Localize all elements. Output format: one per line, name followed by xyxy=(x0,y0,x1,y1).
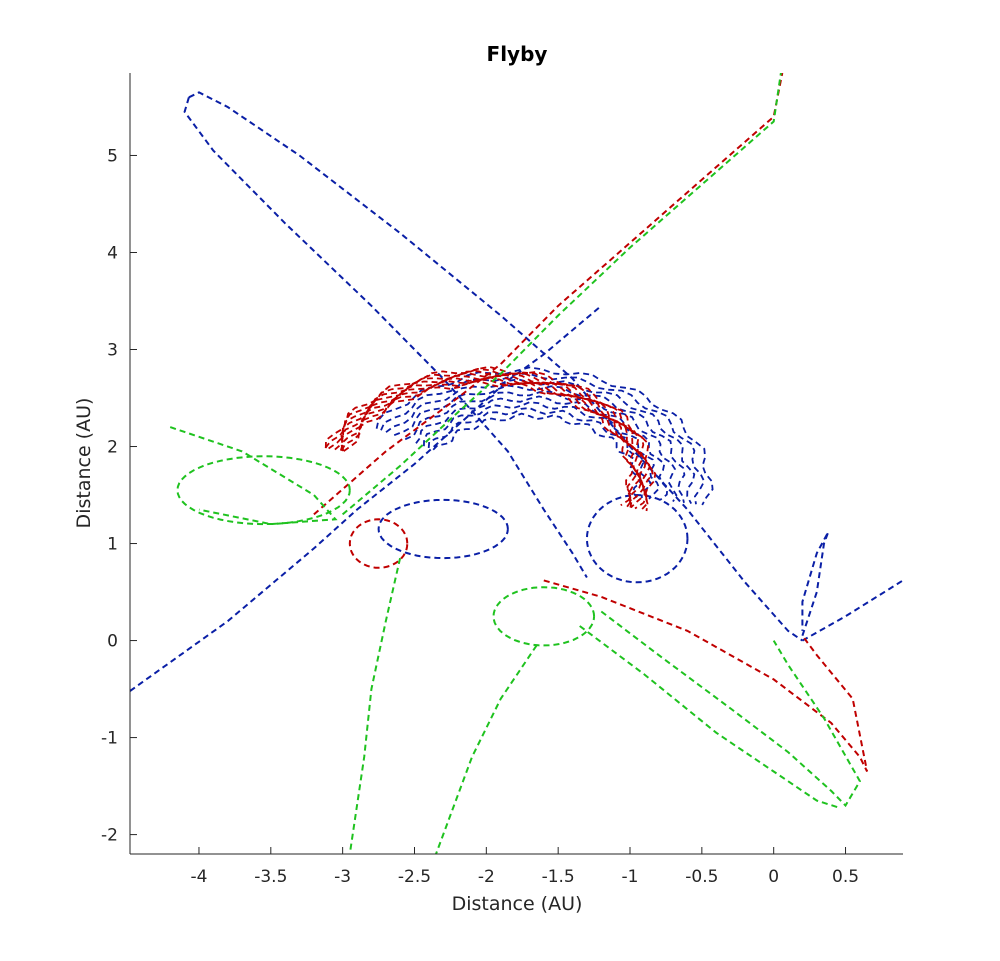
series-green-segment-2 xyxy=(169,426,338,526)
x-tick-label: -0.5 xyxy=(685,867,718,887)
y-tick-label: 4 xyxy=(107,243,118,263)
series-red-segment-1-strand-8 xyxy=(324,365,657,512)
series-blue-segment-7-strand-2 xyxy=(423,401,661,500)
y-tick-labels: -2 -1 0 1 2 3 4 5 xyxy=(101,146,118,845)
y-tick-label: 0 xyxy=(107,632,118,652)
series-blue-segment-7-strand-1 xyxy=(427,407,652,499)
series-green-segment-6 xyxy=(600,610,862,808)
x-tick-label: -3 xyxy=(334,867,351,887)
series-green-segment-1 xyxy=(176,455,351,526)
series-blue-segment-7-strand-7 xyxy=(380,373,706,505)
series-blue-segment-7-strand-0 xyxy=(432,412,642,499)
series-blue-segment-7-strand-3 xyxy=(415,395,669,501)
series-blue-segment-1 xyxy=(188,91,803,642)
y-tick-label: 5 xyxy=(107,146,118,166)
series-green-segment-7 xyxy=(579,625,839,809)
plot-area xyxy=(130,73,903,854)
series-green-segment-4 xyxy=(435,644,538,854)
y-tick-label: -1 xyxy=(101,729,118,749)
x-tick-label: -3.5 xyxy=(254,867,287,887)
axes xyxy=(129,73,903,855)
series-red-segment-3 xyxy=(348,518,409,569)
series-blue-segment-5 xyxy=(377,498,509,560)
y-tick-label: 2 xyxy=(107,438,118,458)
series-green-segment-5 xyxy=(492,586,596,647)
series-red-segment-1-strand-5 xyxy=(334,372,647,509)
series-red-segment-0 xyxy=(313,73,784,516)
x-tick-labels: -4 -3.5 -3 -2.5 -2 -1.5 -1 -0.5 0 0.5 xyxy=(190,867,859,887)
series-blue-segment-4 xyxy=(801,579,903,642)
x-axis-label: Distance (AU) xyxy=(452,893,583,915)
x-tick-label: -4 xyxy=(190,867,207,887)
series-red-segment-1-strand-2 xyxy=(340,376,640,508)
x-tick-label: -2 xyxy=(478,867,495,887)
x-tick-label: 0 xyxy=(768,867,779,887)
series-blue-segment-0 xyxy=(130,305,602,692)
y-tick-label: 3 xyxy=(107,341,118,361)
x-tick-label: 0.5 xyxy=(832,867,859,887)
series-green-segment-0 xyxy=(341,73,782,516)
x-tick-label: -1 xyxy=(622,867,639,887)
x-tick-label: -1.5 xyxy=(542,867,575,887)
y-axis-label: Distance (AU) xyxy=(73,398,95,529)
y-tick-label: 1 xyxy=(107,535,118,555)
series-blue-segment-3 xyxy=(801,531,830,637)
series-red-segment-2 xyxy=(543,579,869,772)
series-blue-segment-7-strand-4 xyxy=(404,390,678,503)
y-tick-label: -2 xyxy=(101,826,118,846)
series-green-segment-3 xyxy=(348,557,402,854)
x-tick-label: -2.5 xyxy=(398,867,431,887)
chart-title: Flyby xyxy=(487,42,548,66)
